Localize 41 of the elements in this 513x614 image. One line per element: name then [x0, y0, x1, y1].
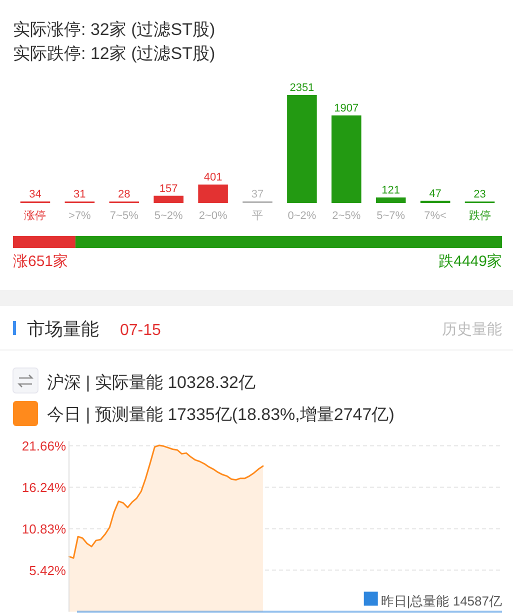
x-tick-label: 7~5%: [110, 210, 139, 222]
data-label: 2351: [290, 82, 314, 94]
bar: [198, 184, 228, 203]
y-tick-label: 10.83%: [22, 522, 66, 537]
data-label: 157: [159, 182, 178, 195]
data-label: 跌4449家: [438, 253, 502, 270]
x-tick-label: 平: [252, 210, 263, 222]
data-label: 401: [204, 172, 222, 184]
x-tick-label: 0~2%: [288, 210, 316, 222]
data-label: 1907: [334, 102, 359, 114]
text: 实际跌停: 12家 (过滤ST股): [13, 44, 216, 63]
chart-title: 市场量能: [27, 319, 99, 339]
y-tick-label: 21.66%: [22, 438, 66, 454]
data-label: 31: [74, 188, 86, 200]
y-tick-label: 5.42%: [29, 563, 66, 578]
x-tick-label: 涨停: [24, 210, 46, 222]
x-tick-label: 2~5%: [332, 210, 361, 222]
data-label: 涨651家: [13, 253, 68, 270]
x-tick-label: 跌停: [468, 210, 491, 222]
x-tick-label: 7%<: [424, 210, 446, 222]
data-label: 121: [382, 184, 400, 196]
bar: [332, 115, 362, 203]
text: 今日 | 预测量能 17335亿(18.83%,增量2747亿): [47, 405, 394, 424]
text: 历史量能: [442, 321, 502, 338]
x-tick-label: 5~7%: [376, 210, 406, 222]
bar: [287, 95, 317, 203]
x-tick-label: 2~0%: [198, 210, 228, 222]
data-label: 47: [429, 188, 442, 200]
text: 实际涨停: 32家 (过滤ST股): [13, 20, 216, 39]
x-tick-label: 5~2%: [154, 210, 184, 222]
data-label: 34: [29, 188, 42, 200]
bar: [154, 196, 184, 203]
ref-line-label: 昨日|总量能 14587亿: [380, 594, 502, 609]
data-label: 28: [118, 188, 130, 200]
text: 沪深 | 实际量能 10328.32亿: [47, 373, 256, 392]
data-label: 37: [251, 188, 264, 200]
y-tick-label: 16.24%: [22, 480, 66, 496]
x-tick-label: >7%: [68, 210, 92, 222]
data-label: 23: [474, 188, 486, 200]
bar: [376, 197, 406, 203]
chart-subtitle: 07-15: [120, 322, 162, 339]
